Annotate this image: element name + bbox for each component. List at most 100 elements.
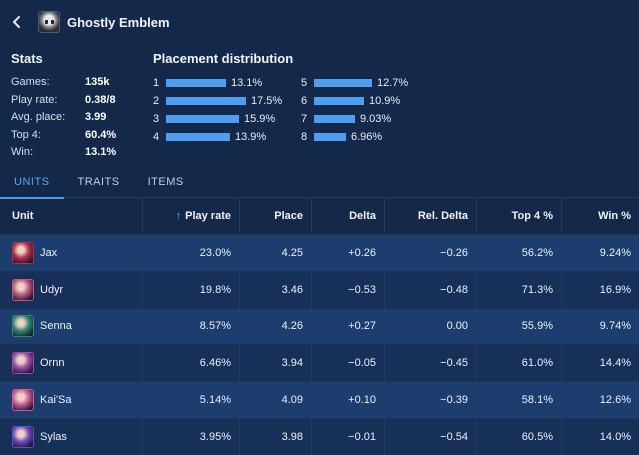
stat-row: Avg. place: 3.99 [11,109,141,127]
table-header: Unit ↑ Play rate Place Delta Rel. Delta … [0,198,639,234]
delta-cell: −0.53 [311,271,384,308]
stat-label: Avg. place: [11,111,66,123]
tab-traits[interactable]: TRAITS [77,176,120,188]
play-rate-cell: 19.8% [142,271,239,308]
header-unit[interactable]: Unit [0,198,142,234]
table-row[interactable]: Sylas 3.95% 3.98 −0.01 −0.54 60.5% 14.0% [0,417,639,455]
table-row[interactable]: Jax 23.0% 4.25 +0.26 −0.26 56.2% 9.24% [0,234,639,271]
play-rate-cell: 23.0% [142,235,239,271]
header-top4-label: Top 4 % [511,210,553,222]
stats-panel: Stats Games: 135k Play rate: 0.38/8 Avg. pla… [11,51,141,162]
placement-percent: 13.1% [231,76,263,89]
header-win[interactable]: Win % [561,198,639,234]
rel-delta-cell: −0.26 [384,235,476,271]
placement-number: 3 [153,112,160,125]
placement-row: 7 9.03% [301,110,391,128]
table-row[interactable]: Udyr 19.8% 3.46 −0.53 −0.48 71.3% 16.9% [0,270,639,308]
top4-cell: 60.5% [476,418,561,455]
unit-cell: Sylas [0,419,142,455]
placement-row: 5 12.7% [301,74,408,92]
top4-cell: 55.9% [476,308,561,345]
place-cell: 3.98 [239,418,311,455]
rel-delta-cell: −0.54 [384,418,476,455]
placement-percent: 17.5% [251,94,283,107]
placement-number: 5 [301,76,308,89]
header-play-rate[interactable]: ↑ Play rate [142,198,239,234]
unit-name: Jax [40,246,58,259]
ghostly-emblem-icon [38,11,60,33]
header-win-label: Win % [598,210,631,222]
stat-value: 13.1% [85,146,117,158]
placement-number: 4 [153,130,160,143]
placement-number: 6 [301,94,308,107]
stat-value: 135k [85,76,110,88]
win-cell: 14.0% [561,418,639,455]
placement-row: 6 10.9% [301,92,400,110]
header-delta-label: Delta [349,210,376,222]
placement-percent: 12.7% [377,76,409,89]
stat-row: Play rate: 0.38/8 [11,92,141,110]
rel-delta-cell: −0.39 [384,382,476,418]
place-cell: 4.09 [239,382,311,418]
header-top4[interactable]: Top 4 % [476,198,561,234]
table-row[interactable]: Kai'Sa 5.14% 4.09 +0.10 −0.39 58.1% 12.6% [0,381,639,418]
rel-delta-cell: −0.45 [384,345,476,382]
placement-bars: 1 13.1% 2 17.5% 3 15.9% 4 13.9% 5 12.7% 6 10.9% 7 9.0… [153,74,453,154]
win-cell: 9.74% [561,308,639,345]
stats-title: Stats [11,51,43,66]
win-cell: 9.24% [561,235,639,271]
placement-percent: 13.9% [235,130,267,143]
place-cell: 4.26 [239,308,311,345]
play-rate-cell: 5.14% [142,382,239,418]
stat-row: Games: 135k [11,74,141,92]
unit-name: Senna [40,320,72,333]
top4-cell: 56.2% [476,235,561,271]
header-place[interactable]: Place [239,198,311,234]
delta-cell: −0.01 [311,418,384,455]
placement-bar [314,114,355,123]
top4-cell: 58.1% [476,382,561,418]
placement-number: 8 [301,130,308,143]
header-rel-delta-label: Rel. Delta [417,210,468,222]
header-bar: Ghostly Emblem [0,0,639,44]
play-rate-cell: 6.46% [142,345,239,382]
unit-name: Ornn [40,357,65,370]
placement-percent: 6.96% [351,130,383,143]
placement-bar [166,78,226,87]
tab-units[interactable]: UNITS [0,170,64,199]
champion-portrait [12,389,34,412]
placement-row: 8 6.96% [301,128,382,146]
placement-title: Placement distribution [153,51,294,66]
placement-number: 7 [301,112,308,125]
champion-portrait [12,278,34,301]
table-row[interactable]: Senna 8.57% 4.26 +0.27 0.00 55.9% 9.74% [0,307,639,345]
header-rel-delta[interactable]: Rel. Delta [384,198,476,234]
delta-cell: −0.05 [311,345,384,382]
stat-row: Win: 13.1% [11,144,141,162]
placement-distribution: Placement distribution 1 13.1% 2 17.5% 3 15.9… [153,51,453,154]
back-button[interactable] [4,9,30,35]
play-rate-cell: 3.95% [142,418,239,455]
placement-row: 4 13.9% [153,128,266,146]
placement-percent: 10.9% [369,94,401,107]
unit-name: Udyr [40,283,64,296]
stat-label: Games: [11,76,50,88]
header-place-label: Place [274,210,303,222]
unit-name: Kai'Sa [40,394,72,407]
table-row[interactable]: Ornn 6.46% 3.94 −0.05 −0.45 61.0% 14.4% [0,344,639,382]
champion-portrait [12,425,34,448]
place-cell: 4.25 [239,235,311,271]
placement-percent: 15.9% [244,112,276,125]
stat-row: Top 4: 60.4% [11,127,141,145]
top4-cell: 61.0% [476,345,561,382]
stat-value: 3.99 [85,111,107,123]
placement-bar [166,114,239,123]
champion-portrait [12,352,34,375]
placement-bar [314,78,372,87]
top4-cell: 71.3% [476,271,561,308]
unit-cell: Kai'Sa [0,382,142,418]
delta-cell: +0.27 [311,308,384,345]
tab-items[interactable]: ITEMS [147,176,184,188]
stat-value: 60.4% [85,128,117,141]
header-delta[interactable]: Delta [311,198,384,234]
